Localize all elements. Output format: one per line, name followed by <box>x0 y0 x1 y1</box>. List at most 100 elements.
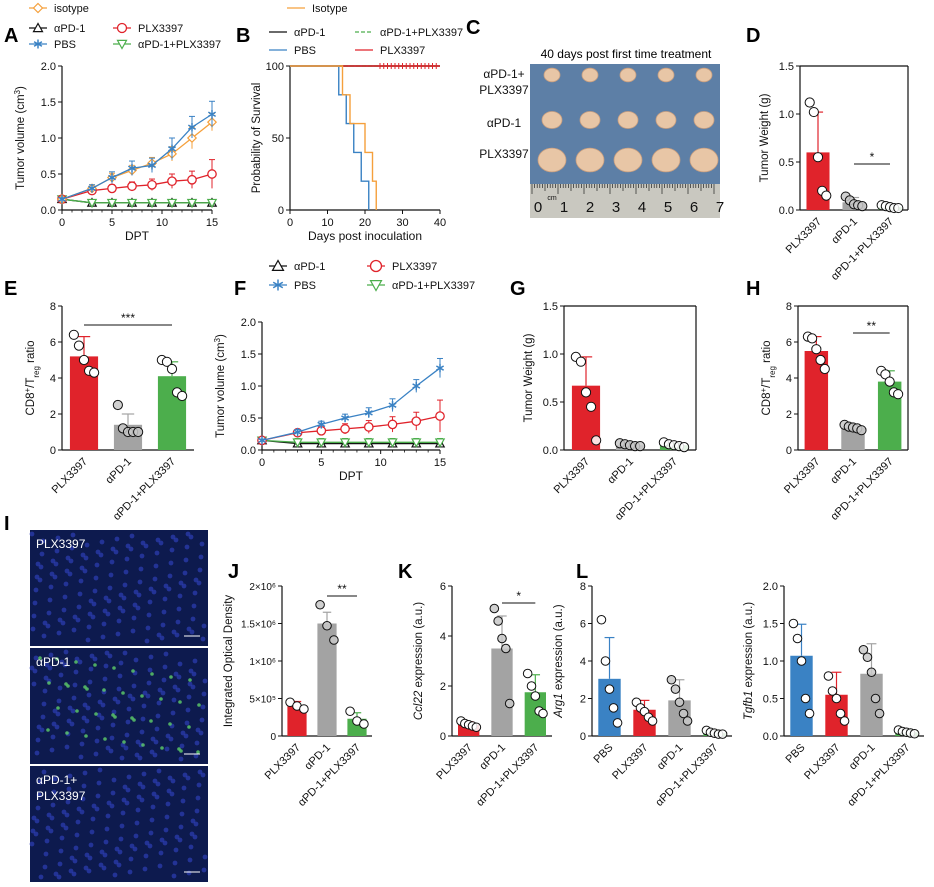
nucleus-dot <box>167 573 173 579</box>
tumor-sample <box>581 67 599 83</box>
nucleus-dot <box>99 715 105 721</box>
data-point <box>678 708 689 719</box>
data-point <box>489 603 500 614</box>
data-point <box>322 620 332 631</box>
nucleus-dot <box>63 825 69 831</box>
nucleus-dot <box>189 629 195 635</box>
nucleus-dot <box>62 662 68 668</box>
nucleus-dot <box>126 774 132 780</box>
circle-marker <box>167 176 177 187</box>
nucleus-dot <box>131 683 137 689</box>
data-point <box>857 201 868 212</box>
nucleus-dot <box>190 818 196 824</box>
nucleus-dot <box>83 865 89 871</box>
ruler-digit: 3 <box>612 199 620 216</box>
nucleus-dot <box>193 821 199 827</box>
data-point <box>177 390 188 402</box>
nucleus-dot <box>80 552 86 558</box>
nucleus-dot <box>95 549 101 555</box>
data-point <box>856 425 867 436</box>
nucleus-dot <box>110 722 116 728</box>
y-tick-label: 0.0 <box>763 731 778 743</box>
bar <box>877 381 902 450</box>
nucleus-dot <box>121 797 127 803</box>
line-chart-a: 0.0 0.5 1.0 1.5 2.0 Tumor volume (cm3) 0 5 10 15 D… <box>13 61 219 243</box>
data-point <box>893 202 904 214</box>
series-PBS <box>57 100 217 204</box>
nucleus-dot <box>47 597 53 603</box>
nucleus-dot <box>121 595 127 601</box>
nucleus-dot <box>52 574 58 580</box>
legend-label: PLX3397 <box>138 23 183 35</box>
nucleus-dot <box>152 752 158 758</box>
data-point <box>835 708 846 719</box>
nucleus-dot <box>78 578 84 584</box>
y-tick-label: 0.0 <box>543 445 558 457</box>
star-marker <box>435 363 445 373</box>
y-tick-label: 1.0 <box>763 656 778 668</box>
nucleus-dot <box>191 603 197 609</box>
y-axis-label: CD8+/Treg ratio <box>759 340 777 415</box>
nucleus-dot <box>87 855 93 861</box>
nucleus-dot <box>167 775 173 781</box>
legend-item: αPD-1 <box>269 27 325 39</box>
y-tick-label: 8 <box>786 301 792 313</box>
nucleus-dot <box>160 690 166 696</box>
nucleus-dot <box>143 853 149 859</box>
star-marker <box>87 184 97 193</box>
nucleus-dot <box>125 543 131 549</box>
nucleus-dot <box>44 838 50 844</box>
significance-label: *** <box>121 311 135 325</box>
data-point <box>504 698 515 709</box>
marker-signal-dot <box>47 681 51 685</box>
nucleus-dot <box>153 739 159 745</box>
marker-signal-dot <box>83 685 87 689</box>
nucleus-dot <box>109 559 115 565</box>
nucleus-dot <box>46 812 52 818</box>
x-tick-label: PBS <box>784 742 808 766</box>
nucleus-dot <box>149 817 155 823</box>
nucleus-dot <box>72 682 78 688</box>
image-label: αPD-1+ <box>36 773 77 787</box>
nucleus-dot <box>64 744 70 750</box>
nucleus-dot <box>141 703 147 709</box>
nucleus-dot <box>67 773 73 779</box>
nucleus-dot <box>199 717 205 723</box>
nucleus-dot <box>103 595 109 601</box>
marker-signal-dot <box>187 725 191 729</box>
y-axis-label: Tumor volume (cm3) <box>213 334 228 438</box>
legend-a2: αPD-1 PLX3397 <box>29 22 183 35</box>
nucleus-dot <box>154 726 160 732</box>
tumor-sample <box>695 67 713 83</box>
nucleus-dot <box>119 823 125 829</box>
nucleus-dot <box>43 675 49 681</box>
nucleus-dot <box>184 720 190 726</box>
nucleus-dot <box>173 537 179 543</box>
y-tick-label: 1.0 <box>41 133 56 145</box>
y-tick-label: 2 <box>580 694 586 706</box>
data-point <box>792 633 803 644</box>
nucleus-dot <box>125 719 131 725</box>
triangle-marker <box>271 259 285 271</box>
nucleus-dot <box>52 708 58 714</box>
marker-signal-dot <box>188 678 192 682</box>
nucleus-dot <box>62 594 68 600</box>
nucleus-dot <box>140 540 146 546</box>
marker-signal-dot <box>94 712 98 716</box>
data-point <box>299 704 309 714</box>
nucleus-dot <box>191 671 197 677</box>
nucleus-dot <box>154 794 160 800</box>
star-marker <box>127 164 137 173</box>
data-point <box>585 401 597 412</box>
nucleus-dot <box>115 631 121 637</box>
nucleus-dot <box>91 803 97 809</box>
x-tick-label: αPD-1+PLX3397 <box>829 456 896 523</box>
tumor-sample <box>579 111 601 129</box>
bar <box>458 724 480 736</box>
y-tick-label: 2 <box>50 409 56 421</box>
nucleus-dot <box>81 715 87 721</box>
nucleus-dot <box>67 705 73 711</box>
y-axis-label: Integrated Optical Density <box>223 595 235 728</box>
y-tick-label: 0.5 <box>543 397 558 409</box>
marker-signal-dot <box>177 747 181 751</box>
